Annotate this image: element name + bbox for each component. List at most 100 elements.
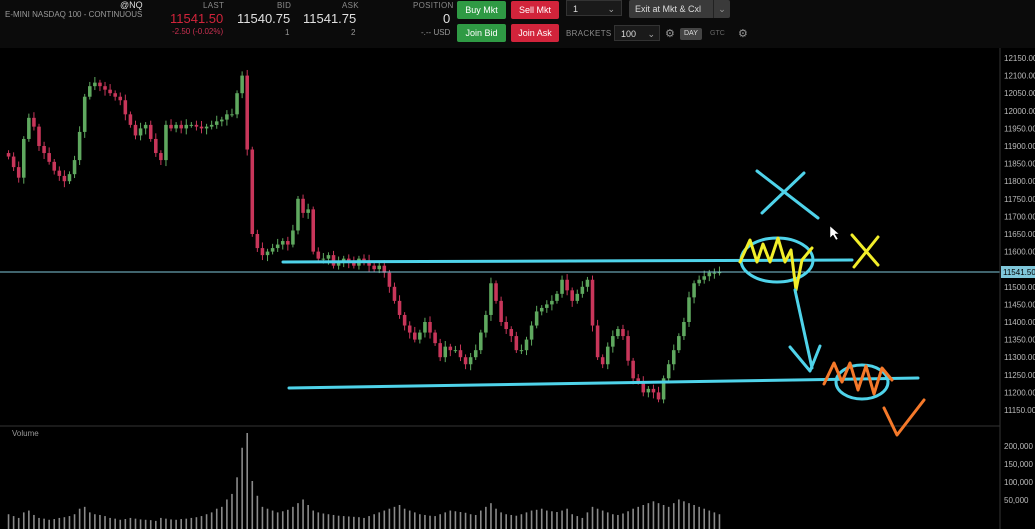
candle-body	[682, 322, 686, 337]
volume-bar	[378, 512, 381, 529]
current-price-tag-text: 11541.50	[1003, 268, 1035, 277]
candle-body	[382, 265, 387, 273]
price-axis-tick: 12150.00	[1004, 54, 1035, 63]
candle-body	[509, 329, 514, 337]
join-ask-button[interactable]: Join Ask	[511, 24, 559, 42]
volume-bar	[540, 508, 543, 529]
chevron-down-icon: ⌄	[607, 4, 615, 14]
day-toggle[interactable]: DAY	[680, 28, 702, 40]
volume-bar	[322, 513, 325, 529]
candle-body	[265, 251, 270, 256]
volume-bar	[698, 506, 700, 529]
price-chart[interactable]: 12150.00 12100.00 12050.00 12000.00 11950.00…	[0, 48, 1035, 529]
volume-bar	[657, 503, 660, 529]
volume-bar	[129, 517, 132, 529]
volume-bar	[434, 516, 436, 529]
candle-body	[296, 198, 300, 231]
candle-body	[717, 272, 722, 274]
candle-body	[631, 360, 635, 379]
price-axis-tick: 11700.00	[1004, 212, 1035, 221]
candle-body	[6, 153, 11, 157]
candle-body	[93, 82, 97, 87]
volume-bar	[515, 515, 518, 529]
candle-body	[473, 350, 478, 358]
volume-bar	[200, 516, 203, 529]
volume-bar	[530, 510, 533, 529]
volume-bar	[718, 514, 721, 529]
volume-bar	[469, 514, 472, 529]
sell-market-button[interactable]: Sell Mkt	[511, 1, 559, 19]
candle-body	[611, 336, 615, 347]
chevron-down-icon[interactable]: ⌄	[713, 0, 730, 18]
volume-axis-tick: 100,000	[1004, 478, 1033, 487]
volume-bar	[703, 508, 706, 529]
gear-icon[interactable]: ⚙	[738, 28, 748, 40]
price-axis-tick: 11500.00	[1004, 283, 1035, 292]
gtc-toggle[interactable]: GTC	[710, 30, 725, 37]
symbol-label: @NQ	[120, 0, 143, 10]
join-bid-button[interactable]: Join Bid	[457, 24, 506, 42]
candle-body	[184, 124, 189, 129]
last-change: -2.50 (-0.02%)	[172, 27, 224, 36]
gear-icon[interactable]: ⚙	[665, 28, 675, 40]
volume-axis-tick: 200,000	[1004, 442, 1033, 451]
candle-body	[585, 279, 590, 287]
volume-bar	[353, 516, 355, 529]
volume-bar	[591, 506, 594, 529]
volume-bar	[48, 519, 50, 529]
candle-body	[702, 276, 707, 280]
order-toolbar: @NQ E-MINI NASDAQ 100 - CONTINUOUS LAST …	[0, 0, 1035, 48]
volume-bar	[586, 512, 589, 529]
volume-bar	[708, 510, 711, 529]
volume-bar	[68, 516, 71, 529]
quantity-select[interactable]: 1 ⌄	[566, 0, 622, 16]
volume-bar	[373, 514, 375, 529]
candle-body	[148, 124, 153, 139]
candle-body	[143, 124, 148, 129]
candle-body	[270, 248, 275, 252]
volume-bar	[672, 503, 675, 529]
candle-body	[189, 124, 194, 126]
candle-body	[555, 293, 559, 301]
buy-market-button[interactable]: Buy Mkt	[457, 1, 506, 19]
candle-body	[164, 124, 168, 161]
volume-bar	[408, 510, 411, 529]
bid-price: 11540.75	[237, 11, 291, 26]
candle-body	[280, 241, 285, 245]
volume-title: Volume	[12, 429, 39, 438]
candle-body	[443, 346, 448, 358]
candle-body	[255, 234, 260, 249]
volume-bar	[627, 511, 629, 529]
volume-bar	[109, 517, 111, 529]
price-axis-tick: 11400.00	[1004, 318, 1035, 327]
volume-bar	[236, 477, 238, 529]
candle-body	[225, 114, 229, 120]
candle-body	[306, 209, 310, 213]
candle-body	[458, 350, 463, 358]
candle-body	[42, 146, 46, 154]
candle-body	[362, 258, 366, 261]
volume-bar	[535, 509, 538, 529]
candle-body	[291, 230, 295, 245]
resistance-zigzag	[738, 236, 814, 292]
candle-body	[677, 336, 681, 351]
candle-body	[245, 75, 249, 150]
volume-bar	[424, 514, 426, 529]
price-axis-tick: 12050.00	[1004, 89, 1035, 98]
candle-body	[402, 314, 407, 326]
volume-bar	[647, 503, 650, 529]
candle-body	[326, 255, 331, 259]
instrument-name: E-MINI NASDAQ 100 - CONTINUOUS	[5, 10, 143, 19]
candle-body	[77, 131, 82, 161]
brackets-select[interactable]: 100 ⌄	[614, 25, 660, 41]
candle-body	[428, 322, 432, 333]
volume-axis-tick: 150,000	[1004, 460, 1033, 469]
candle-body	[484, 314, 488, 333]
candle-body	[260, 248, 265, 256]
volume-bar	[464, 512, 467, 529]
volume-bar	[622, 513, 624, 529]
volume-bar	[134, 518, 137, 529]
exit-at-market-cancel-button[interactable]: Exit at Mkt & Cxl ⌄	[629, 0, 730, 18]
candle-body	[154, 138, 158, 154]
candle-body	[204, 126, 209, 129]
